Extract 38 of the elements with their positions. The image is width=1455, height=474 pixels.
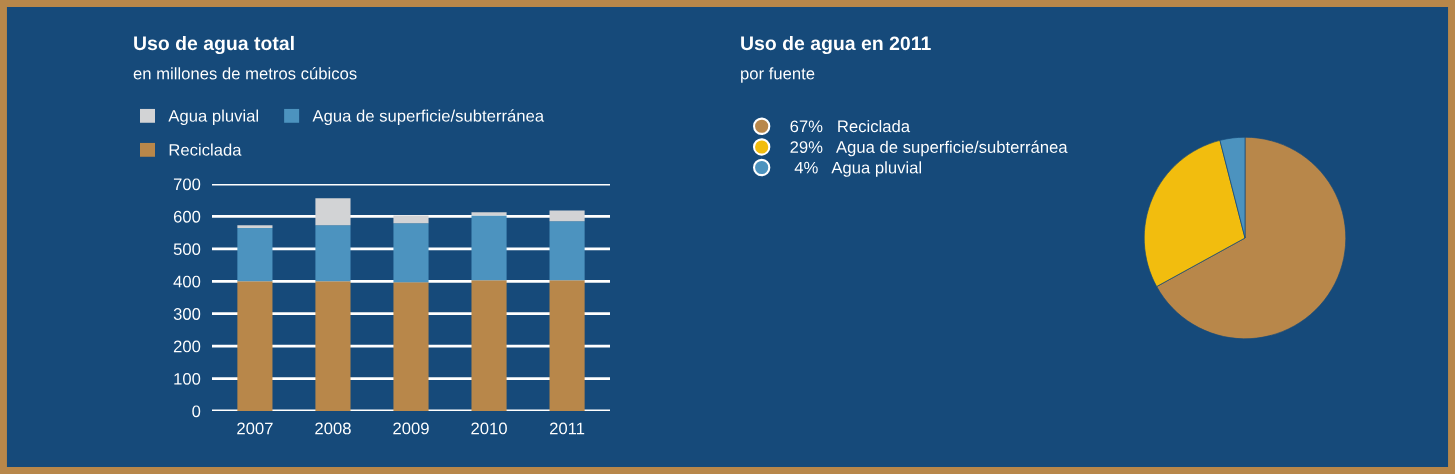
- bar: [393, 223, 429, 283]
- bar: [393, 282, 429, 411]
- bar: [549, 221, 585, 281]
- y-tick-label: 200: [173, 340, 201, 353]
- bar: [237, 281, 273, 411]
- x-tick-label: 2011: [550, 422, 585, 435]
- y-tick-label: 400: [173, 275, 201, 288]
- y-tick-label: 100: [174, 372, 201, 385]
- bar: [471, 215, 507, 281]
- x-tick-label: 2009: [393, 422, 429, 435]
- bar: [471, 280, 507, 411]
- bar: [237, 228, 273, 282]
- bar: [237, 225, 273, 229]
- legend-label: 4% Agua pluvial: [794, 161, 922, 177]
- y-tick-label: 300: [173, 308, 201, 320]
- y-tick-label: 700: [173, 178, 201, 191]
- y-tick-label: 0: [192, 405, 201, 418]
- legend-label: Reciclada: [169, 143, 242, 156]
- bar: [549, 280, 585, 411]
- bar: [393, 215, 429, 224]
- chart-subtitle: por fuente: [741, 67, 815, 83]
- chart-title: Uso de agua total: [134, 35, 294, 55]
- chart-title: Uso de agua en 2011: [741, 35, 931, 55]
- bar: [315, 225, 351, 282]
- x-tick-label: 2010: [471, 422, 507, 435]
- legend-label: 29% Agua de superficie/subterránea: [790, 140, 1068, 157]
- legend-label: Agua de superficie/subterránea: [312, 109, 545, 126]
- y-tick-label: 500: [173, 243, 201, 256]
- bar: [315, 281, 351, 411]
- y-tick-label: 600: [173, 210, 201, 223]
- bar: [549, 210, 585, 222]
- chart-subtitle: en millones de metros cúbicos: [133, 67, 357, 80]
- legend-label: Agua pluvial: [168, 109, 259, 126]
- x-tick-label: 2007: [237, 422, 273, 435]
- x-tick-label: 2008: [315, 422, 351, 435]
- bar: [315, 198, 351, 226]
- bar: [471, 212, 507, 216]
- legend-label: 67% Reciclada: [790, 120, 911, 133]
